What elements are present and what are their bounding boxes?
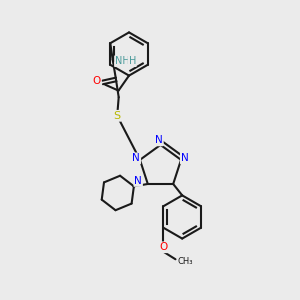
Text: H: H [128, 56, 136, 66]
Text: N: N [133, 153, 140, 163]
Text: O: O [159, 242, 168, 252]
Text: NH: NH [115, 56, 130, 66]
Text: S: S [114, 111, 121, 121]
Text: N: N [134, 176, 142, 186]
Text: N: N [155, 135, 163, 146]
Text: CH₃: CH₃ [178, 257, 194, 266]
Text: O: O [93, 76, 101, 86]
Text: N: N [181, 153, 188, 163]
